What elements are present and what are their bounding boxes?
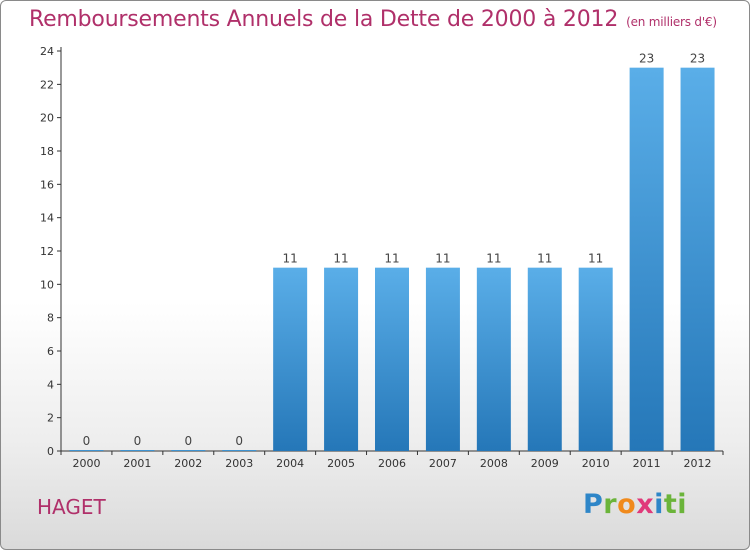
- bar-value-label: 11: [384, 252, 399, 266]
- bar: [375, 267, 409, 451]
- x-tick-label: 2010: [582, 457, 610, 470]
- y-tick-label: 12: [40, 245, 54, 258]
- y-tick-label: 20: [40, 112, 54, 125]
- bar-value-label: 23: [690, 52, 705, 66]
- bar-value-label: 11: [333, 252, 348, 266]
- logo-letter: ti: [663, 489, 688, 520]
- x-tick-label: 2005: [327, 457, 355, 470]
- y-tick-label: 2: [47, 412, 54, 425]
- y-tick-label: 4: [47, 378, 54, 391]
- bar-value-label: 11: [588, 252, 603, 266]
- logo-letter: i: [654, 489, 664, 520]
- logo-letter: x: [636, 489, 655, 520]
- bar: [324, 267, 359, 451]
- y-tick-label: 22: [40, 78, 54, 91]
- bar: [222, 450, 257, 451]
- x-tick-label: 2007: [429, 457, 457, 470]
- bar: [69, 450, 104, 451]
- bar-value-label: 0: [134, 434, 142, 448]
- bar: [527, 267, 562, 451]
- city-name: HAGET: [37, 495, 106, 519]
- bar-value-label: 0: [184, 434, 192, 448]
- proxiti-logo[interactable]: Proxiti: [583, 489, 687, 520]
- x-tick-label: 2006: [378, 457, 406, 470]
- chart-title: Remboursements Annuels de la Dette de 20…: [29, 7, 619, 32]
- bar: [680, 67, 715, 452]
- bar: [425, 267, 460, 451]
- x-tick-label: 2002: [174, 457, 202, 470]
- y-tick-label: 18: [40, 145, 54, 158]
- y-tick-label: 14: [40, 212, 54, 225]
- bar: [273, 267, 308, 451]
- y-tick-label: 24: [40, 45, 54, 58]
- chart-subtitle: (en milliers d'€): [626, 15, 717, 29]
- bar: [120, 450, 155, 451]
- bar-value-label: 23: [639, 52, 654, 66]
- x-tick-label: 2008: [480, 457, 508, 470]
- bar-value-label: 0: [83, 434, 91, 448]
- y-tick-label: 0: [47, 445, 54, 458]
- y-tick-label: 10: [40, 278, 54, 291]
- x-tick-label: 2012: [684, 457, 712, 470]
- x-tick-label: 2011: [633, 457, 661, 470]
- logo-letter: P: [583, 489, 604, 520]
- y-tick-label: 8: [47, 312, 54, 325]
- y-tick-label: 16: [40, 178, 54, 191]
- bar: [476, 267, 511, 451]
- bar-value-label: 11: [435, 252, 450, 266]
- bar: [171, 450, 206, 451]
- x-tick-label: 2001: [123, 457, 151, 470]
- x-tick-label: 2004: [276, 457, 304, 470]
- bar-value-label: 11: [283, 252, 298, 266]
- chart-title-block: Remboursements Annuels de la Dette de 20…: [29, 7, 717, 32]
- x-tick-label: 2003: [225, 457, 253, 470]
- bar-value-label: 11: [486, 252, 501, 266]
- bar: [629, 67, 664, 452]
- x-tick-label: 2009: [531, 457, 559, 470]
- logo-letter: o: [617, 489, 637, 520]
- y-tick-label: 6: [47, 345, 54, 358]
- bar: [578, 267, 613, 451]
- bar-value-label: 0: [235, 434, 243, 448]
- bar-value-label: 11: [537, 252, 552, 266]
- x-tick-label: 2000: [72, 457, 100, 470]
- logo-letter: r: [603, 489, 618, 520]
